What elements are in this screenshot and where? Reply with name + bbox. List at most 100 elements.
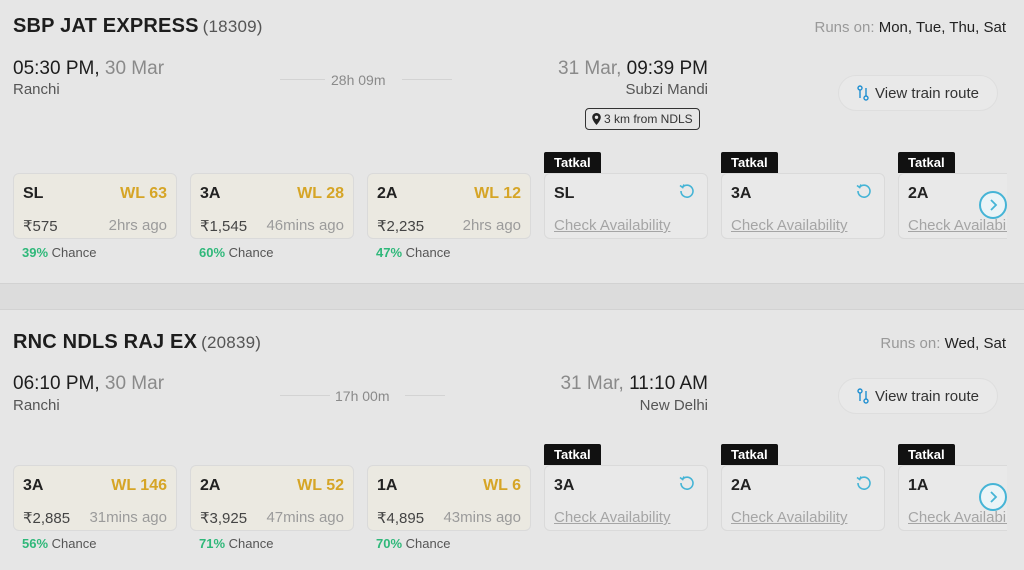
updated-ago: 31mins ago [89,509,167,526]
card-separator [0,283,1024,310]
confirm-chance: 56% Chance [22,536,97,551]
fare: ₹4,895 [377,510,425,527]
arrival-time: 31 Mar, 11:10 AM [560,373,708,394]
runs-on-days: Mon, Tue, Thu, Sat [878,19,1006,36]
class-card-3a[interactable]: 3A WL 146 ₹2,885 31mins ago [13,465,177,531]
class-name: 3A [200,185,221,202]
runs-on: Runs on: Mon, Tue, Thu, Sat [814,19,1006,36]
view-route-label: View train route [875,84,979,102]
duration-line [405,395,445,396]
view-route-button[interactable]: View train route [838,75,998,111]
train-card: SBP JAT EXPRESS (18309) Runs on: Mon, Tue… [0,0,1024,283]
tatkal-card-sl[interactable]: SL Check Availability [544,173,708,239]
class-carousel: 3A WL 146 ₹2,885 31mins ago 56% Chance 2… [0,310,1007,570]
runs-on-label: Runs on: [814,19,875,36]
runs-on-label: Runs on: [880,335,941,352]
tatkal-tag: Tatkal [544,152,601,173]
check-availability-link[interactable]: Check Availability [554,509,671,526]
tatkal-card-3a[interactable]: 3A Check Availability [721,173,885,239]
class-name: 3A [554,477,575,494]
check-availability-link[interactable]: Check Availability [908,217,1007,234]
class-name: 1A [377,477,398,494]
fare: ₹2,885 [23,510,71,527]
departure-date: 30 Mar [104,58,165,79]
confirm-chance: 70% Chance [376,536,451,551]
refresh-icon[interactable] [678,182,696,200]
class-card-sl[interactable]: SL WL 63 ₹575 2hrs ago [13,173,177,239]
class-name: SL [23,185,44,202]
updated-ago: 43mins ago [443,509,521,526]
tatkal-tag: Tatkal [898,152,955,173]
class-name: 3A [731,185,752,202]
updated-ago: 46mins ago [266,217,344,234]
tatkal-tag: Tatkal [544,444,601,465]
view-route-label: View train route [875,387,979,405]
view-route-button[interactable]: View train route [838,378,998,414]
journey-duration: 28h 09m [331,72,386,88]
refresh-icon[interactable] [855,182,873,200]
route-icon [857,388,869,404]
confirm-chance: 60% Chance [199,245,274,260]
class-carousel: SL WL 63 ₹575 2hrs ago 39% Chance 3A WL … [0,0,1007,283]
tatkal-card-3a[interactable]: 3A Check Availability [544,465,708,531]
runs-on: Runs on: Wed, Sat [880,335,1006,352]
waitlist-status: WL 52 [297,477,344,494]
refresh-icon[interactable] [678,474,696,492]
check-availability-link[interactable]: Check Availability [731,509,848,526]
waitlist-status: WL 6 [483,477,521,494]
confirm-chance: 39% Chance [22,245,97,260]
carousel-next-button[interactable] [979,483,1007,511]
duration-line [402,79,452,80]
class-name: 2A [377,185,398,202]
train-title: RNC NDLS RAJ EX (20839) [13,331,261,354]
waitlist-status: WL 12 [474,185,521,202]
train-number: (20839) [201,333,262,352]
departure-station: Ranchi [13,397,60,414]
train-title: SBP JAT EXPRESS (18309) [13,15,263,38]
waitlist-status: WL 63 [120,185,167,202]
updated-ago: 2hrs ago [462,217,521,234]
waitlist-status: WL 28 [297,185,344,202]
journey-duration: 17h 00m [335,388,390,404]
class-card-3a[interactable]: 3A WL 28 ₹1,545 46mins ago [190,173,354,239]
chevron-right-icon [990,199,998,211]
fare: ₹1,545 [200,218,248,235]
route-icon [857,85,869,101]
fare: ₹2,235 [377,218,425,235]
runs-on-days: Wed, Sat [944,335,1006,352]
class-card-2a[interactable]: 2A WL 12 ₹2,235 2hrs ago [367,173,531,239]
departure-station: Ranchi [13,81,60,98]
departure-time: 05:30 PM, 30 Mar [13,58,165,79]
carousel-next-button[interactable] [979,191,1007,219]
location-pin-icon [592,113,601,125]
departure-date: 30 Mar [104,373,165,394]
check-availability-link[interactable]: Check Availability [554,217,671,234]
class-card-2a[interactable]: 2A WL 52 ₹3,925 47mins ago [190,465,354,531]
train-number: (18309) [202,17,263,36]
confirm-chance: 71% Chance [199,536,274,551]
duration-line [280,79,325,80]
fare: ₹3,925 [200,510,248,527]
check-availability-link[interactable]: Check Availability [908,509,1007,526]
class-card-1a[interactable]: 1A WL 6 ₹4,895 43mins ago [367,465,531,531]
train-card: RNC NDLS RAJ EX (20839) Runs on: Wed, Sat… [0,310,1024,570]
tatkal-tag: Tatkal [898,444,955,465]
chevron-right-icon [990,491,998,503]
tatkal-card-2a[interactable]: 2A Check Availability [721,465,885,531]
distance-badge: 3 km from NDLS [585,108,700,130]
departure-time: 06:10 PM, 30 Mar [13,373,165,394]
class-name: 2A [731,477,752,494]
class-name: 3A [23,477,44,494]
tatkal-tag: Tatkal [721,152,778,173]
refresh-icon[interactable] [855,474,873,492]
updated-ago: 47mins ago [266,509,344,526]
confirm-chance: 47% Chance [376,245,451,260]
arrival-station: New Delhi [639,397,708,414]
arrival-date: 31 Mar, [560,373,624,394]
tatkal-tag: Tatkal [721,444,778,465]
train-name: RNC NDLS RAJ EX [13,331,198,353]
arrival-time: 31 Mar, 09:39 PM [558,58,708,79]
check-availability-link[interactable]: Check Availability [731,217,848,234]
waitlist-status: WL 146 [111,477,167,494]
class-name: 2A [200,477,221,494]
